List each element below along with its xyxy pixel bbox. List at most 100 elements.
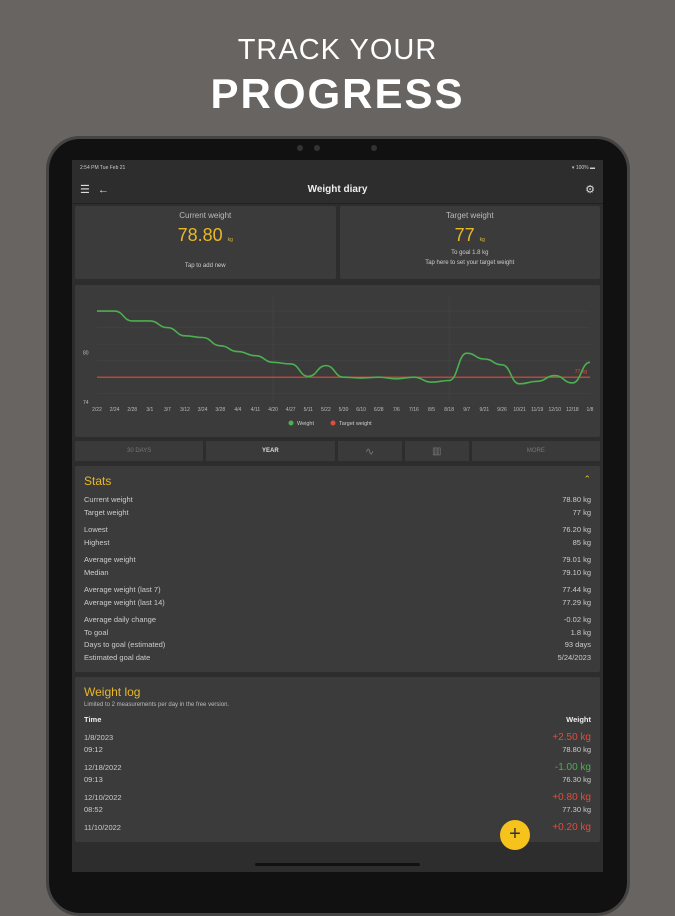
stat-row: To goal 1.8 kg xyxy=(84,627,591,640)
y-tick-label: 80 xyxy=(83,350,89,356)
stat-value: 79.01 kg xyxy=(562,555,591,564)
current-weight-label: Current weight xyxy=(179,211,232,220)
x-tick-label: 6/10 xyxy=(356,407,366,413)
camera-dot xyxy=(371,145,377,151)
stat-label: Days to goal (estimated) xyxy=(84,640,166,649)
target-weight-label: Target weight xyxy=(445,211,494,220)
x-tick-label: 10/21 xyxy=(513,407,526,413)
stat-row: Median 79.10 kg xyxy=(84,567,591,580)
log-change: +0.20 kg xyxy=(552,822,591,833)
log-entry[interactable]: 12/10/2022 08:52 +0.80 kg 77.30 kg xyxy=(84,792,591,816)
stat-value: 1.8 kg xyxy=(570,627,591,637)
log-time: 09:12 xyxy=(84,745,103,754)
collapse-chevron-icon[interactable]: ⌃ xyxy=(583,474,591,484)
back-arrow-icon[interactable]: ← xyxy=(97,183,109,196)
line-chart-icon[interactable]: ∿ xyxy=(337,441,402,461)
x-tick-label: 2/22 xyxy=(92,407,102,413)
weight-log-title: Weight log xyxy=(84,685,141,699)
stat-value: 79.10 kg xyxy=(562,567,591,577)
stat-label: Average weight (last 7) xyxy=(84,585,161,594)
x-tick-label: 4/20 xyxy=(268,407,278,413)
log-date: 12/18/2022 xyxy=(84,763,122,772)
log-header-row: Time Weight xyxy=(84,714,591,726)
x-tick-label: 11/19 xyxy=(531,407,543,413)
stat-row: Average weight (last 14) 77.29 kg xyxy=(84,597,591,610)
stats-title: Stats xyxy=(84,474,112,488)
legend-target-label: Target weight xyxy=(339,421,372,427)
bar-chart-icon[interactable]: ▥ xyxy=(404,441,469,461)
app-bar: ☰ ← Weight diary ⚙ xyxy=(72,176,603,204)
headline-line2: PROGRESS xyxy=(210,70,465,117)
x-tick-label: 3/24 xyxy=(198,407,208,413)
battery-status: ▾ 100% ▬ xyxy=(571,165,595,171)
stat-row: Highest 85 kg xyxy=(84,537,591,550)
log-change: +0.80 kg xyxy=(552,792,591,803)
x-tick-label: 9/7 xyxy=(463,407,470,413)
tab-30-days[interactable]: 30 DAYS xyxy=(75,441,204,461)
current-weight-card[interactable]: Current weight 78.80 kg Tap to add new xyxy=(75,206,336,279)
y-tick-label: 74 xyxy=(83,400,89,406)
stat-label: Average weight (last 14) xyxy=(84,597,165,607)
target-weight-value: 77 xyxy=(454,225,475,245)
stat-label: Median xyxy=(84,567,109,577)
stat-label: Average daily change xyxy=(84,615,156,624)
menu-icon[interactable]: ☰ xyxy=(80,184,90,196)
stat-label: Lowest xyxy=(84,525,108,534)
weight-log-section: Weight log Limited to 2 measurements per… xyxy=(75,677,600,842)
free-version-note: Limited to 2 measurements per day in the… xyxy=(84,702,230,708)
log-entry[interactable]: 11/10/2022 +0.20 kg xyxy=(84,822,591,834)
x-tick-label: 8/18 xyxy=(444,407,454,413)
x-tick-label: 2/24 xyxy=(110,407,120,413)
stat-row: Current weight 78.80 kg xyxy=(84,494,591,507)
stat-row: Days to goal (estimated) 93 days xyxy=(84,639,591,652)
app-screen: 2:54 PM Tue Feb 21 ▾ 100% ▬ ☰ ← Weight d… xyxy=(72,160,603,872)
page-title: Weight diary xyxy=(307,184,368,195)
stat-row: Target weight 77 kg xyxy=(84,507,591,520)
log-weight: 77.30 kg xyxy=(562,805,591,814)
log-time: 09:13 xyxy=(84,775,103,784)
x-tick-label: 5/11 xyxy=(304,407,314,413)
x-tick-label: 1/8 xyxy=(587,407,594,413)
stat-label: Average weight xyxy=(84,555,136,564)
log-weight: 76.30 kg xyxy=(562,775,591,784)
stat-value: 77 kg xyxy=(572,507,591,517)
stat-label: Estimated goal date xyxy=(84,652,151,662)
log-change: +2.50 kg xyxy=(552,732,591,743)
tab-more[interactable]: MORE xyxy=(471,441,600,461)
weight-chart-svg: 80 742/22 2/24 2/28 3/1 3/7 3/12 3/24 3/28 4/4 4/1… xyxy=(83,297,594,427)
stat-label: Current weight xyxy=(84,495,133,504)
x-tick-label: 4/27 xyxy=(286,407,296,413)
stat-value: 76.20 kg xyxy=(562,525,591,534)
x-tick-label: 7/16 xyxy=(409,407,419,413)
x-tick-label: 3/28 xyxy=(215,407,225,413)
x-tick-label: 12/18 xyxy=(566,407,579,413)
stat-value: 85 kg xyxy=(572,537,591,547)
status-bar: 2:54 PM Tue Feb 21 ▾ 100% ▬ xyxy=(72,160,603,176)
legend-weight-marker xyxy=(288,420,294,426)
x-tick-label: 3/1 xyxy=(146,407,153,413)
set-target-hint: Tap here to set your target weight xyxy=(425,260,515,266)
add-new-hint: Tap to add new xyxy=(184,263,226,269)
stat-value: 93 days xyxy=(564,640,591,649)
camera-dot xyxy=(314,145,320,151)
settings-gear-icon[interactable]: ⚙ xyxy=(585,184,595,196)
x-tick-label: 3/12 xyxy=(180,407,190,413)
stat-label: Target weight xyxy=(84,507,129,517)
x-tick-label: 9/21 xyxy=(479,407,489,413)
tab-year[interactable]: YEAR xyxy=(206,441,335,461)
stat-row: Average weight 79.01 kg xyxy=(84,554,591,567)
x-tick-label: 4/11 xyxy=(251,407,261,413)
add-weight-fab[interactable]: + xyxy=(500,820,530,850)
log-change: -1.00 kg xyxy=(554,762,591,773)
log-date: 12/10/2022 xyxy=(84,793,122,802)
stat-row: Average daily change -0.02 kg xyxy=(84,614,591,627)
log-entry[interactable]: 1/8/2023 09:12 +2.50 kg 78.80 kg xyxy=(84,732,591,756)
x-tick-label: 7/6 xyxy=(393,407,400,413)
stat-row: Lowest 76.20 kg xyxy=(84,524,591,537)
target-weight-card[interactable]: Target weight 77 kg To goal 1.8 kg Tap h… xyxy=(339,206,600,279)
status-time: 2:54 PM Tue Feb 21 xyxy=(80,165,126,171)
log-entry[interactable]: 12/18/2022 09:13 -1.00 kg 76.30 kg xyxy=(84,762,591,786)
stats-list: Current weight 78.80 kg Target weight 77 kg… xyxy=(84,494,591,664)
x-tick-label: 2/28 xyxy=(127,407,137,413)
stat-value: 78.80 kg xyxy=(562,495,591,504)
